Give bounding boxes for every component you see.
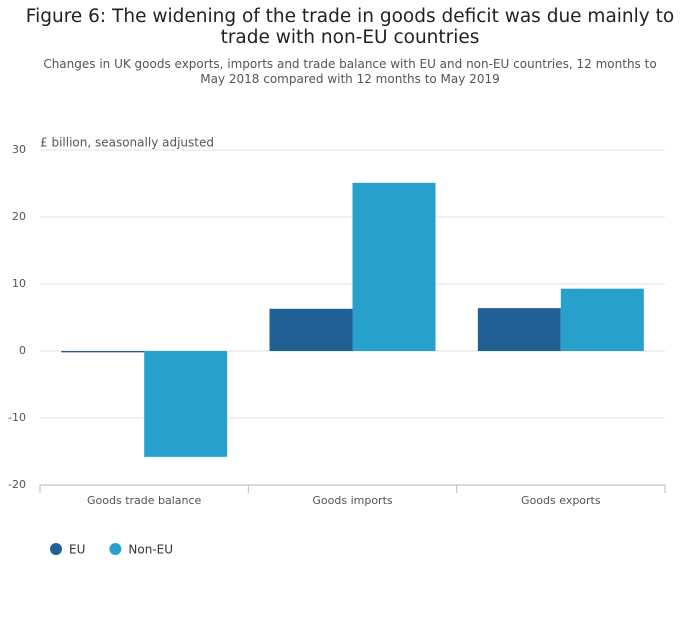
x-tick-label: Goods exports: [521, 494, 601, 507]
legend-label: EU: [69, 543, 85, 557]
chart-subtitle: Changes in UK goods exports, imports and…: [43, 57, 657, 86]
bar: [144, 351, 228, 457]
legend-swatch: [50, 543, 62, 555]
bar: [560, 288, 644, 351]
y-tick-label: 0: [19, 344, 26, 357]
y-tick-label: -10: [8, 411, 26, 424]
legend-label: Non-EU: [128, 543, 173, 557]
x-tick-label: Goods trade balance: [87, 494, 202, 507]
y-tick-label: 30: [12, 143, 26, 156]
bar: [477, 308, 561, 351]
bar: [269, 308, 353, 351]
legend-swatch: [109, 543, 122, 555]
y-axis-label: £ billion, seasonally adjusted: [40, 136, 214, 150]
x-tick-label: Goods imports: [312, 494, 393, 507]
chart-title: Figure 6: The widening of the trade in g…: [25, 6, 675, 48]
bar: [61, 351, 145, 353]
y-tick-label: 20: [12, 210, 26, 223]
bar: [352, 182, 436, 351]
y-tick-label: -20: [8, 478, 26, 491]
y-tick-label: 10: [12, 277, 26, 290]
